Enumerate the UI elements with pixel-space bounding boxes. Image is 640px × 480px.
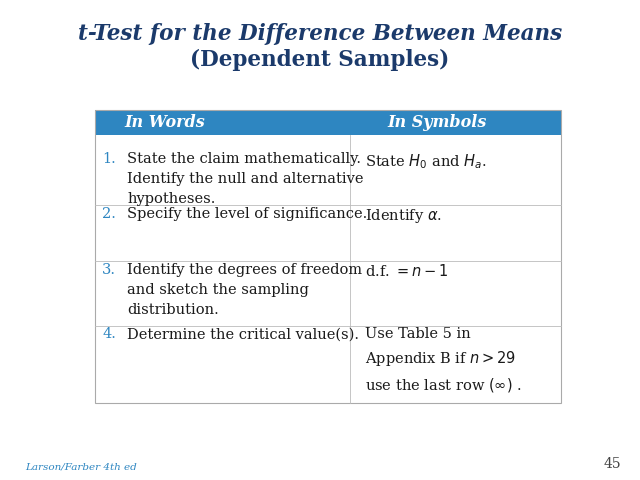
Text: Specify the level of significance.: Specify the level of significance. — [127, 207, 367, 221]
Text: Larson/Farber 4th ed: Larson/Farber 4th ed — [26, 462, 138, 471]
Text: State the claim mathematically.
Identify the null and alternative
hypotheses.: State the claim mathematically. Identify… — [127, 152, 364, 206]
Text: t-Test for the Difference Between Means: t-Test for the Difference Between Means — [78, 23, 562, 45]
Text: 4.: 4. — [102, 327, 116, 341]
Text: 3.: 3. — [102, 263, 116, 277]
Text: Identify the degrees of freedom
and sketch the sampling
distribution.: Identify the degrees of freedom and sket… — [127, 263, 362, 317]
Text: 2.: 2. — [102, 207, 116, 221]
Text: In Words: In Words — [125, 114, 205, 131]
Text: 1.: 1. — [102, 152, 116, 166]
Text: Identify $\alpha$.: Identify $\alpha$. — [365, 207, 442, 225]
Text: In Symbols: In Symbols — [387, 114, 487, 131]
Text: d.f. $= n - 1$: d.f. $= n - 1$ — [365, 263, 449, 279]
Text: Determine the critical value(s).: Determine the critical value(s). — [127, 327, 359, 341]
Text: State $H_0$ and $H_a$.: State $H_0$ and $H_a$. — [365, 152, 487, 170]
Text: (Dependent Samples): (Dependent Samples) — [190, 49, 450, 71]
Text: 45: 45 — [603, 457, 621, 471]
FancyBboxPatch shape — [95, 110, 561, 135]
Text: Use Table 5 in
Appendix B if $n > 29$
use the last row $(∞)$ .: Use Table 5 in Appendix B if $n > 29$ us… — [365, 327, 522, 394]
